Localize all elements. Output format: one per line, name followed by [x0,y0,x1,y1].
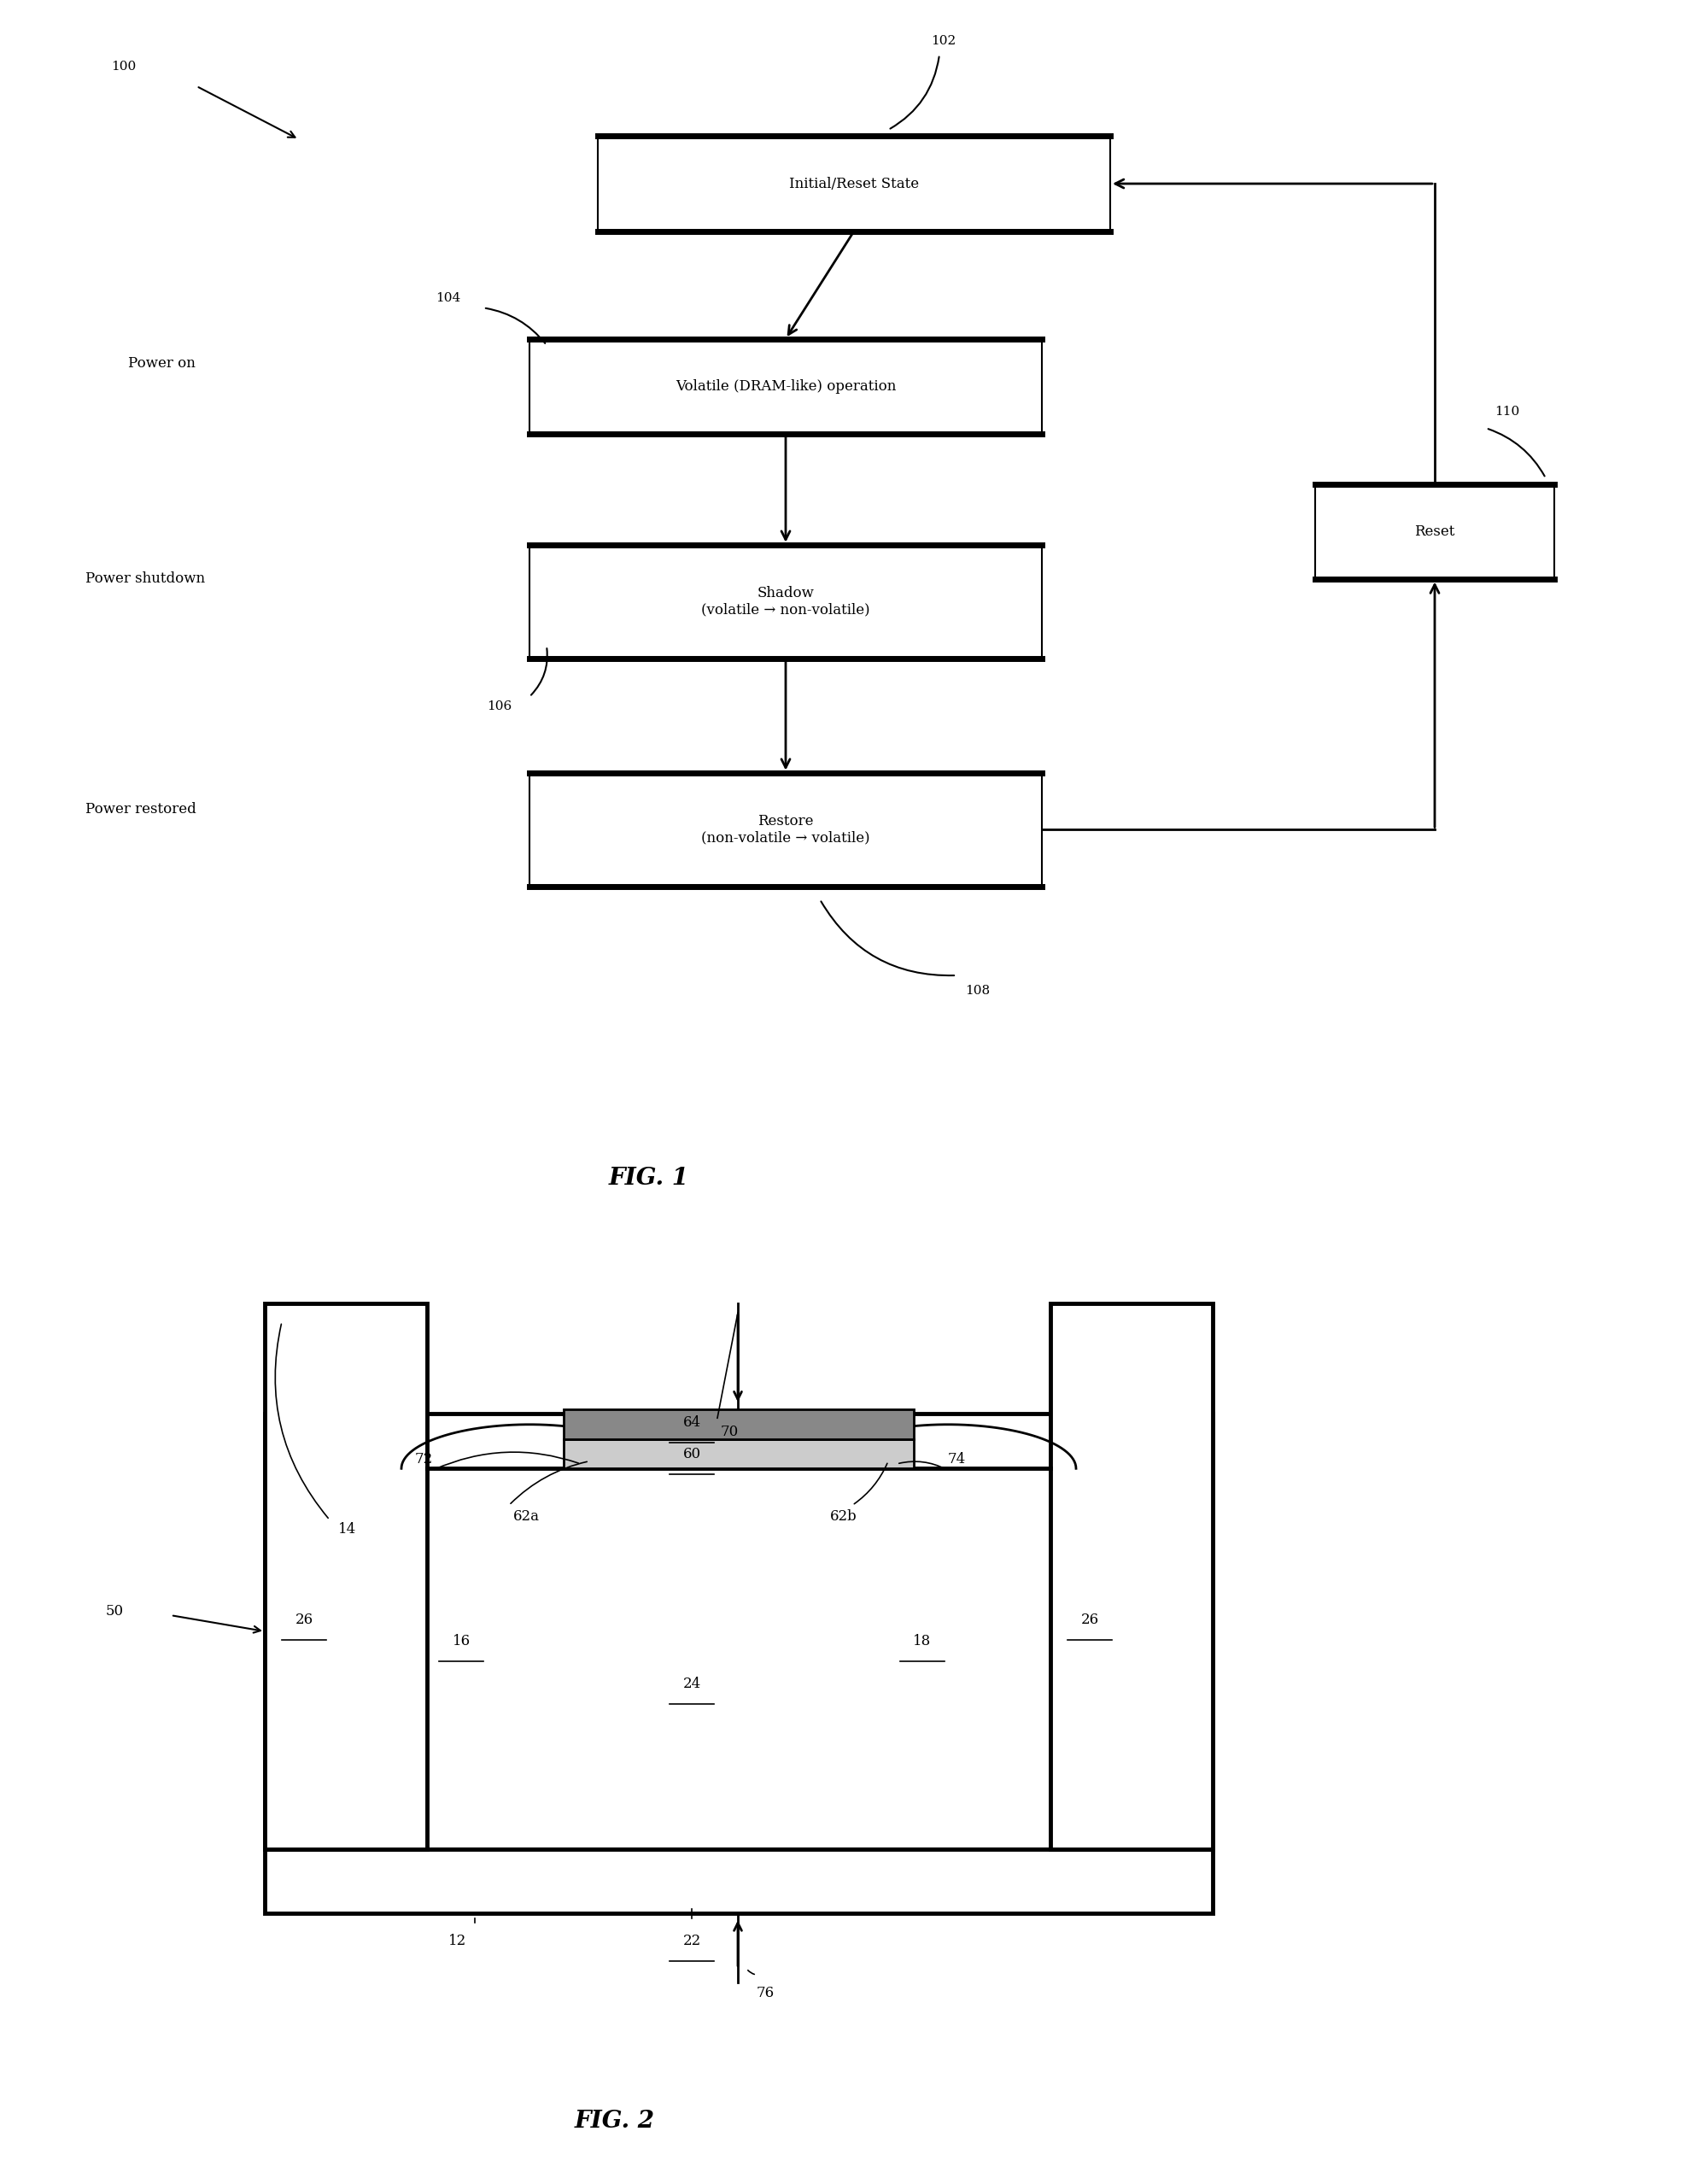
Text: 26: 26 [295,1612,313,1627]
Text: 108: 108 [965,985,991,996]
Text: 110: 110 [1494,406,1520,417]
Text: FIG. 2: FIG. 2 [574,2110,656,2134]
Text: 102: 102 [931,35,956,46]
Text: 62a: 62a [512,1509,540,1524]
Text: 60: 60 [683,1446,700,1461]
Text: Power on: Power on [128,356,195,371]
Bar [564,1409,914,1439]
Text: Shadow
(volatile → non-volatile): Shadow (volatile → non-volatile) [702,585,869,618]
Text: Reset: Reset [1414,524,1455,539]
Text: 76: 76 [757,1985,774,2001]
Text: Power restored: Power restored [85,802,196,817]
Text: 104: 104 [436,293,461,304]
Bar [529,773,1042,887]
Text: 26: 26 [1081,1612,1098,1627]
Bar [1050,1304,1213,1850]
Text: 62b: 62b [830,1509,857,1524]
Text: 18: 18 [914,1634,931,1649]
Text: 72: 72 [415,1452,432,1468]
Text: Power shutdown: Power shutdown [85,572,205,585]
Text: 70: 70 [721,1424,740,1439]
Text: 106: 106 [487,699,512,712]
Bar [564,1439,914,1468]
Text: 50: 50 [106,1605,125,1618]
Bar [598,135,1110,232]
Text: 74: 74 [948,1452,965,1468]
Bar [529,339,1042,435]
Bar [1315,485,1554,579]
Bar [265,1413,1213,1850]
Text: 16: 16 [453,1634,470,1649]
Bar [529,544,1042,660]
Text: Restore
(non-volatile → volatile): Restore (non-volatile → volatile) [702,815,869,845]
Text: 14: 14 [338,1522,357,1535]
Text: FIG. 1: FIG. 1 [608,1166,690,1190]
Text: Volatile (DRAM-like) operation: Volatile (DRAM-like) operation [675,380,897,393]
Text: 22: 22 [683,1933,700,1948]
Text: 100: 100 [111,61,137,72]
Text: 12: 12 [449,1933,466,1948]
Bar [265,1304,427,1850]
Bar [265,1850,1213,1913]
Text: 64: 64 [683,1415,700,1431]
Text: Initial/Reset State: Initial/Reset State [789,177,919,190]
Text: 24: 24 [683,1677,700,1690]
